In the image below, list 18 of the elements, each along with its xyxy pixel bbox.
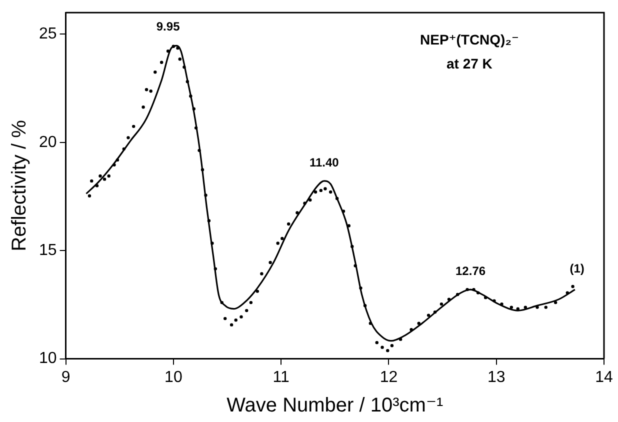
x-tick-label: 14 bbox=[595, 368, 613, 386]
annotation: (1) bbox=[570, 262, 584, 276]
x-tick-label: 12 bbox=[380, 368, 398, 386]
y-tick-label: 10 bbox=[39, 350, 57, 368]
y-tick-label: 25 bbox=[39, 26, 57, 43]
annotation: 9.95 bbox=[156, 19, 180, 34]
annotation: NEP⁺(TCNQ)₂⁻ bbox=[420, 31, 519, 48]
annotation: at 27 K bbox=[446, 55, 492, 72]
annotation: 11.40 bbox=[309, 156, 340, 170]
y-tick-label: 20 bbox=[39, 134, 57, 151]
x-axis-title: Wave Number / 10³cm⁻¹ bbox=[226, 394, 444, 417]
y-tick-label: 15 bbox=[39, 242, 57, 260]
x-tick-label: 10 bbox=[164, 368, 182, 386]
x-tick-label: 13 bbox=[487, 368, 506, 386]
annotation: 12.76 bbox=[456, 264, 486, 278]
y-axis-title: Reflectivity / % bbox=[8, 120, 31, 252]
x-tick-label: 9 bbox=[61, 368, 70, 386]
x-tick-label: 11 bbox=[272, 368, 290, 386]
